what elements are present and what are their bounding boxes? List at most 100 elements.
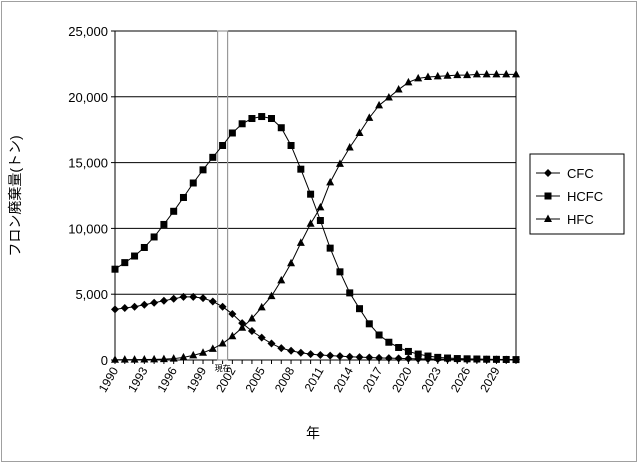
data-point-cfc bbox=[394, 354, 403, 363]
data-point-cfc bbox=[169, 294, 178, 303]
legend-marker-hfc bbox=[544, 214, 552, 222]
data-point-hcfc bbox=[179, 193, 187, 201]
data-point-hfc bbox=[482, 69, 491, 78]
data-point-hfc bbox=[355, 128, 364, 136]
data-point-cfc bbox=[179, 292, 188, 301]
x-tick-label: 1990 bbox=[96, 364, 122, 394]
data-point-hcfc bbox=[326, 244, 334, 252]
data-point-hfc bbox=[169, 354, 178, 362]
y-tick-label: 20,000 bbox=[68, 90, 108, 105]
data-point-hcfc bbox=[140, 243, 148, 251]
data-point-cfc bbox=[218, 302, 227, 311]
series-cfc bbox=[111, 292, 520, 364]
x-tick-label: 2017 bbox=[360, 364, 386, 394]
data-point-hfc bbox=[423, 72, 432, 81]
data-point-cfc bbox=[306, 350, 315, 359]
data-point-hcfc bbox=[492, 355, 500, 363]
data-point-cfc bbox=[355, 353, 364, 362]
data-point-hcfc bbox=[248, 115, 256, 123]
data-point-hcfc bbox=[444, 354, 452, 362]
data-point-hcfc bbox=[209, 153, 217, 161]
y-tick-label: 10,000 bbox=[68, 221, 108, 236]
data-point-hcfc bbox=[121, 259, 129, 267]
data-point-hfc bbox=[453, 70, 462, 79]
data-point-cfc bbox=[277, 344, 286, 353]
data-point-hcfc bbox=[424, 352, 432, 360]
data-point-hcfc bbox=[385, 338, 393, 346]
data-point-cfc bbox=[375, 353, 384, 362]
data-point-hcfc bbox=[375, 331, 383, 339]
data-point-cfc bbox=[208, 297, 217, 306]
x-tick-label: 2011 bbox=[302, 364, 327, 394]
data-point-hcfc bbox=[258, 113, 266, 121]
y-tick-label: 0 bbox=[101, 353, 108, 368]
data-point-cfc bbox=[316, 350, 325, 359]
data-point-hcfc bbox=[228, 129, 236, 137]
data-point-hcfc bbox=[277, 124, 285, 132]
data-point-hcfc bbox=[346, 289, 354, 297]
data-point-hfc bbox=[384, 92, 393, 101]
data-point-hcfc bbox=[512, 356, 520, 364]
data-point-cfc bbox=[247, 327, 256, 336]
x-axis-title: 年 bbox=[306, 425, 320, 441]
data-point-cfc bbox=[150, 298, 159, 307]
x-tick-label: 2014 bbox=[330, 364, 356, 394]
data-point-hfc bbox=[414, 73, 423, 82]
data-point-hcfc bbox=[297, 165, 305, 173]
x-tick-label: 1996 bbox=[154, 364, 180, 394]
data-point-hfc bbox=[335, 159, 344, 167]
legend-label-hfc: HFC bbox=[567, 212, 594, 227]
data-point-hcfc bbox=[434, 353, 442, 361]
data-point-hfc bbox=[277, 275, 286, 284]
data-point-hcfc bbox=[238, 120, 246, 128]
legend-marker-hcfc bbox=[544, 192, 552, 200]
data-point-hcfc bbox=[160, 220, 168, 228]
data-point-hcfc bbox=[267, 115, 275, 123]
y-axis-title: フロン廃棄量(トン) bbox=[7, 135, 23, 256]
data-point-hfc bbox=[159, 354, 168, 363]
y-tick-label: 15,000 bbox=[68, 156, 108, 171]
x-tick-label: 2020 bbox=[389, 364, 415, 394]
legend-marker-cfc bbox=[544, 169, 552, 177]
x-tick-label: 1993 bbox=[125, 364, 151, 394]
data-point-hcfc bbox=[365, 320, 373, 328]
x-tick-labels: 1990 1993 1996 1999 2002 2005 2008 2011 2014 2017… bbox=[96, 364, 503, 394]
data-point-hcfc bbox=[131, 252, 139, 260]
data-point-hfc bbox=[111, 355, 119, 363]
data-point-cfc bbox=[267, 339, 276, 348]
data-point-cfc bbox=[345, 352, 354, 361]
data-point-cfc bbox=[257, 333, 266, 342]
y-tick-label: 5,000 bbox=[75, 287, 108, 302]
data-point-hcfc bbox=[473, 355, 481, 363]
data-point-hcfc bbox=[336, 268, 344, 276]
plot-border bbox=[114, 30, 517, 361]
data-point-cfc bbox=[238, 319, 247, 328]
data-point-cfc bbox=[130, 302, 139, 311]
x-tick-label: 2008 bbox=[272, 364, 298, 394]
y-tick-labels: 25,000 20,000 15,000 10,000 5,000 0 bbox=[68, 24, 108, 368]
data-point-hfc bbox=[228, 331, 237, 340]
series-line-cfc bbox=[114, 296, 517, 361]
data-point-cfc bbox=[120, 304, 129, 313]
current-year-label: 現在 bbox=[215, 363, 231, 373]
data-point-hcfc bbox=[219, 141, 227, 149]
data-point-hfc bbox=[375, 100, 384, 109]
data-point-hfc bbox=[306, 219, 315, 227]
data-point-hcfc bbox=[189, 179, 197, 187]
data-point-hfc bbox=[287, 258, 296, 267]
series-line-hcfc bbox=[114, 116, 517, 361]
data-point-hfc bbox=[365, 113, 374, 121]
data-point-cfc bbox=[296, 348, 305, 357]
data-point-hcfc bbox=[111, 265, 119, 273]
series-hcfc bbox=[111, 113, 520, 364]
data-point-hfc bbox=[267, 291, 276, 300]
data-point-hcfc bbox=[287, 141, 295, 149]
gridlines bbox=[115, 30, 516, 295]
data-point-cfc bbox=[159, 296, 168, 305]
data-point-hfc bbox=[345, 142, 354, 151]
x-tick-label: 1999 bbox=[184, 364, 210, 394]
data-point-hfc bbox=[463, 70, 472, 79]
data-point-cfc bbox=[189, 292, 198, 301]
x-tick-label: 2023 bbox=[419, 364, 445, 394]
